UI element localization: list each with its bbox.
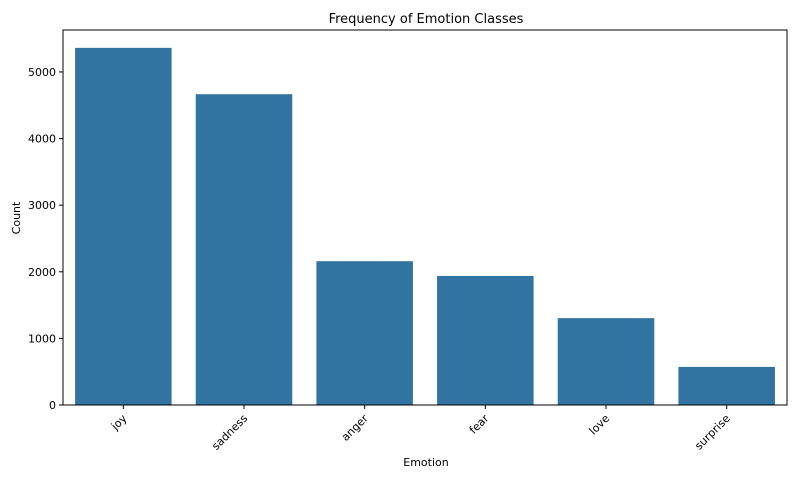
bars-group: [75, 47, 775, 405]
bar-surprise: [678, 366, 775, 405]
x-tick-label: love: [587, 412, 613, 438]
y-axis-ticks: 0 1000 2000 3000 4000 5000: [28, 66, 63, 412]
y-tick-label: 2000: [28, 266, 56, 279]
bar-love: [557, 318, 655, 405]
x-axis-ticks: joy sadness anger fear love surprise: [108, 405, 733, 453]
x-tick-label: joy: [108, 412, 130, 434]
x-tick-label: anger: [339, 412, 371, 444]
y-tick-label: 0: [49, 399, 56, 412]
bar-sadness: [195, 94, 293, 405]
y-tick-label: 1000: [28, 332, 56, 345]
plot-frame: [62, 29, 788, 406]
x-axis-label: Emotion: [403, 456, 448, 469]
x-tick-label: sadness: [209, 412, 250, 453]
bar-joy: [75, 47, 172, 405]
y-tick-label: 3000: [28, 199, 56, 212]
x-tick-label: fear: [467, 412, 492, 437]
x-tick-label: surprise: [692, 412, 733, 453]
y-tick-label: 5000: [28, 66, 56, 79]
bar-anger: [316, 261, 413, 405]
y-axis-label: Count: [10, 201, 23, 234]
y-tick-label: 4000: [28, 133, 56, 146]
bar-fear: [437, 275, 534, 405]
chart-title: Frequency of Emotion Classes: [329, 12, 524, 27]
